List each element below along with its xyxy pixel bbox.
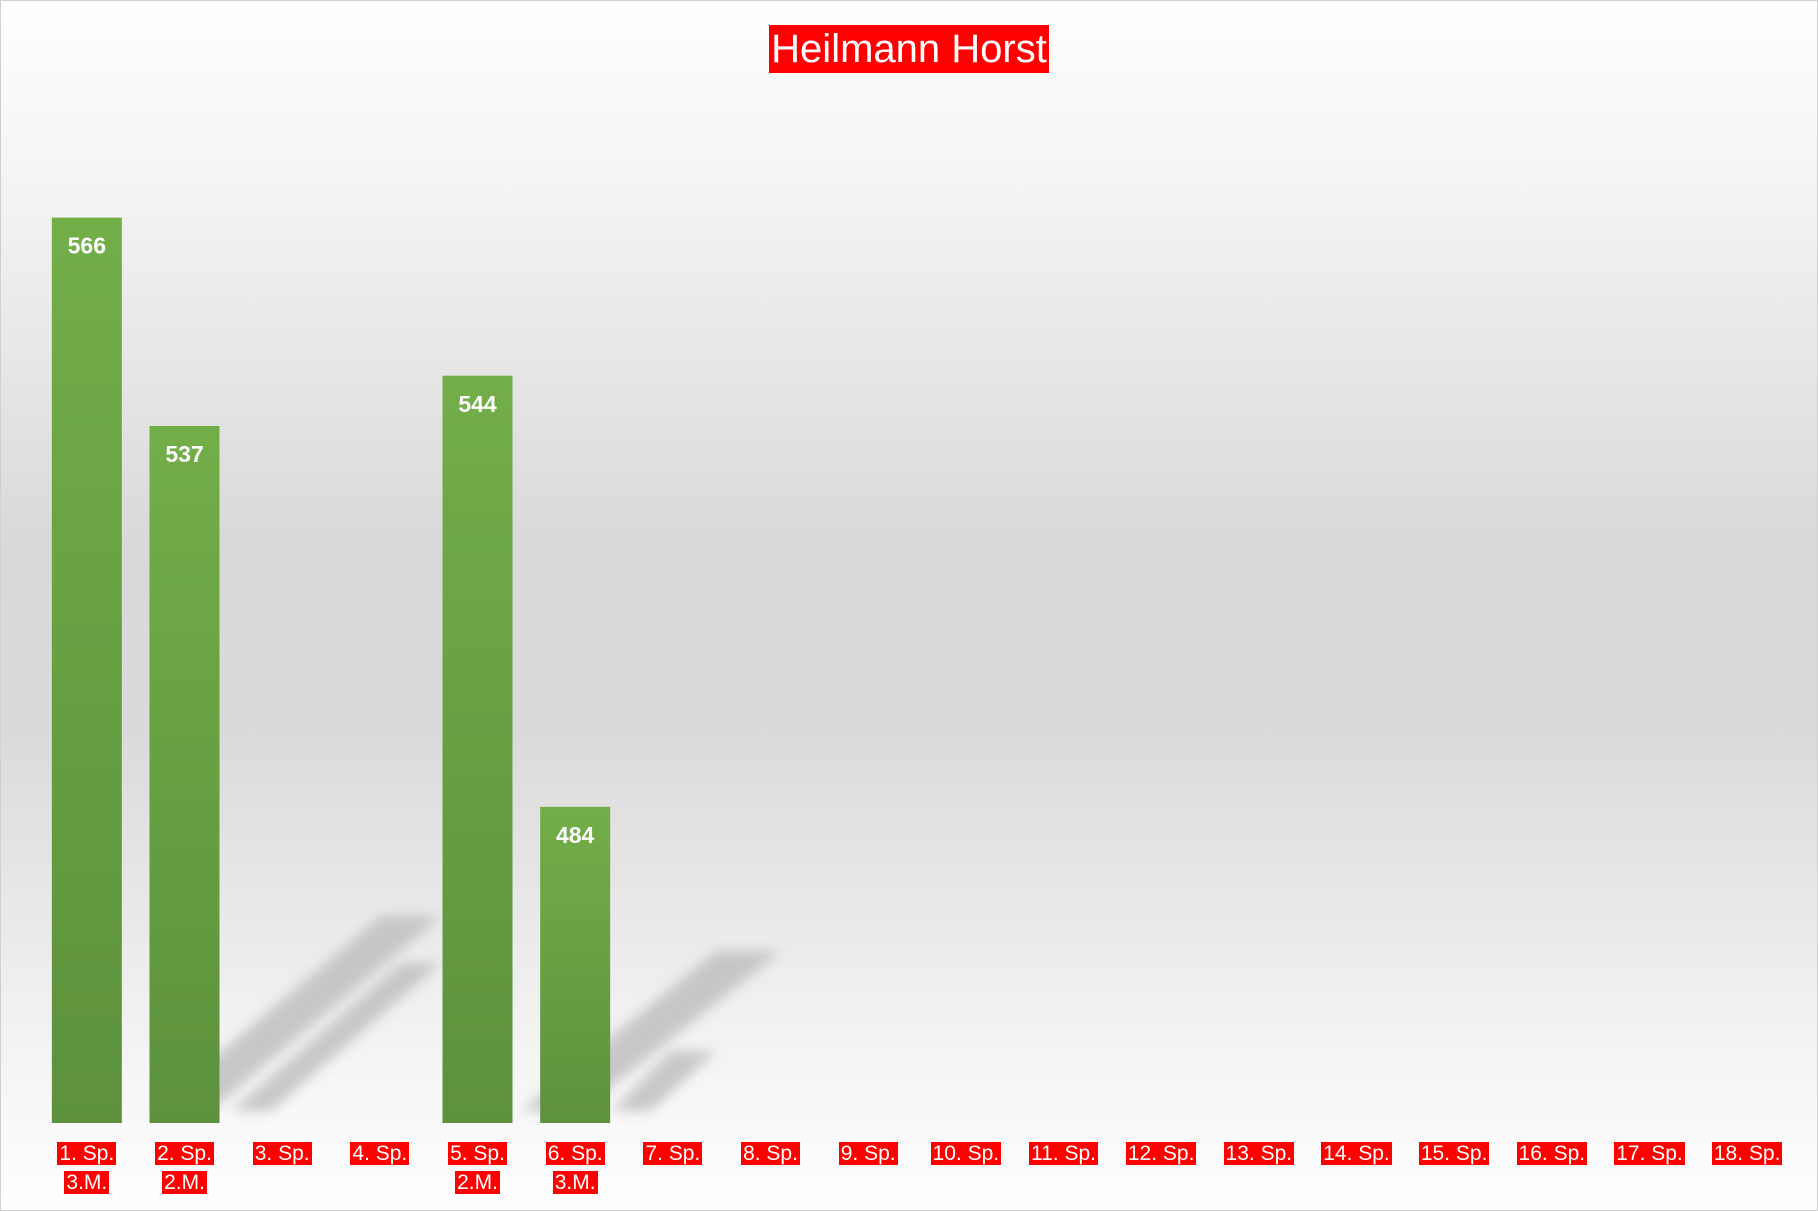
x-tick-label-box: 11. Sp.	[1015, 1139, 1112, 1168]
x-tick-label-box: 9. Sp.	[820, 1139, 917, 1168]
data-label: 566	[68, 233, 106, 259]
x-tick-label-box: 5. Sp. 2.M.	[429, 1139, 526, 1197]
x-tick-label: 5. Sp. 2.M.	[448, 1142, 507, 1194]
x-tick-label: 17. Sp.	[1614, 1142, 1685, 1165]
x-tick-label-box: 14. Sp.	[1308, 1139, 1405, 1168]
x-tick-label-box: 12. Sp.	[1113, 1139, 1210, 1168]
x-tick-label-box: 15. Sp.	[1406, 1139, 1503, 1168]
x-tick-label: 15. Sp.	[1418, 1142, 1490, 1165]
bar	[442, 375, 513, 1124]
x-tick-label: 2. Sp. 2.M.	[155, 1142, 214, 1194]
x-tick-label: 7. Sp.	[643, 1142, 703, 1165]
x-tick-label: 1. Sp. 3.M.	[57, 1142, 117, 1194]
x-tick-label-box: 18. Sp.	[1699, 1139, 1796, 1168]
x-tick-label-box: 3. Sp.	[234, 1139, 331, 1168]
x-tick-label-box: 17. Sp.	[1601, 1139, 1698, 1168]
x-tick-label: 18. Sp.	[1711, 1142, 1783, 1165]
x-tick-label-box: 10. Sp.	[917, 1139, 1014, 1168]
data-label: 537	[165, 441, 203, 467]
x-tick-label: 13. Sp.	[1223, 1142, 1295, 1165]
x-tick-label: 12. Sp.	[1125, 1142, 1197, 1165]
x-tick-label: 16. Sp.	[1516, 1142, 1588, 1165]
x-tick-label: 6. Sp. 3.M.	[545, 1142, 605, 1194]
bar	[149, 425, 220, 1123]
x-tick-label-box: 7. Sp.	[624, 1139, 721, 1168]
x-tick-label-box: 8. Sp.	[722, 1139, 819, 1168]
x-tick-label: 14. Sp.	[1321, 1142, 1392, 1165]
x-tick-label-box: 6. Sp. 3.M.	[527, 1139, 624, 1197]
chart-title: Heilmann Horst	[769, 25, 1049, 73]
bar	[51, 217, 122, 1124]
x-tick-label-box: 4. Sp.	[331, 1139, 428, 1168]
data-label: 544	[458, 391, 497, 417]
x-tick-label-box: 16. Sp.	[1503, 1139, 1600, 1168]
x-tick-label: 11. Sp.	[1029, 1142, 1098, 1165]
data-label: 484	[556, 822, 595, 848]
x-tick-label: 3. Sp.	[252, 1142, 312, 1165]
x-tick-label-box: 2. Sp. 2.M.	[136, 1139, 233, 1197]
title-box: Heilmann Horst	[1, 25, 1817, 73]
x-tick-label: 8. Sp.	[741, 1142, 800, 1165]
x-tick-label: 10. Sp.	[930, 1142, 1002, 1165]
x-tick-label: 9. Sp.	[838, 1142, 898, 1165]
x-tick-label-box: 1. Sp. 3.M.	[38, 1139, 135, 1197]
x-tick-label: 4. Sp.	[350, 1142, 410, 1165]
bar	[540, 806, 611, 1123]
x-tick-label-box: 13. Sp.	[1210, 1139, 1307, 1168]
